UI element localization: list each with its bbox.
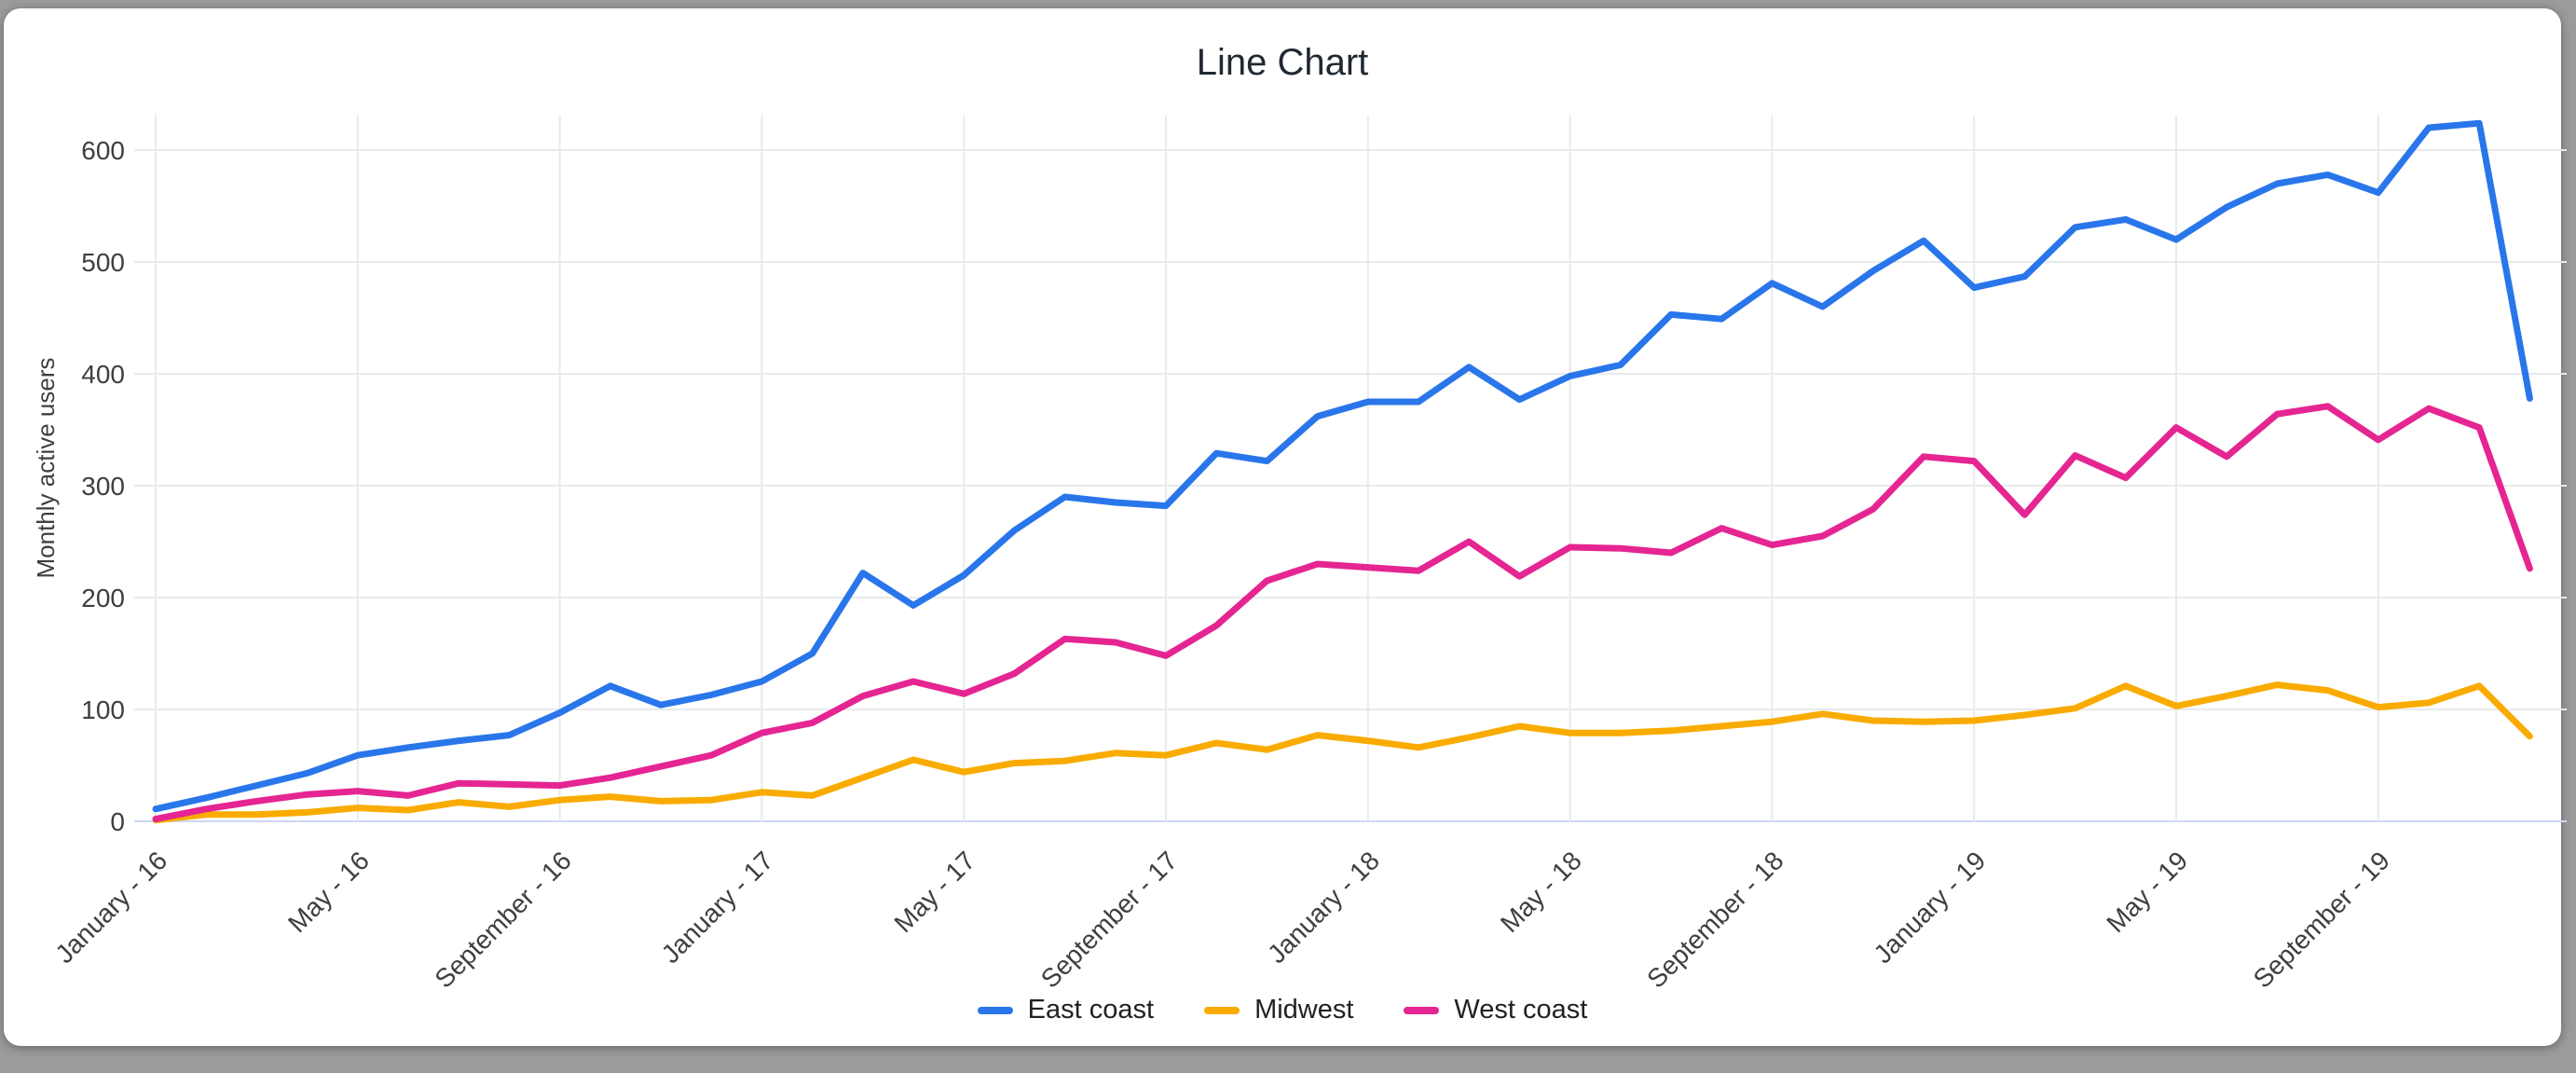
y-tick-label: 500 <box>81 248 125 277</box>
x-tick-label: September - 19 <box>2248 846 2395 993</box>
x-tick-label: May - 17 <box>888 846 980 938</box>
x-tick-label: January - 17 <box>656 846 779 969</box>
series-line-east-coast <box>152 119 2533 813</box>
x-tick-label: September - 18 <box>1641 846 1788 993</box>
y-tick-label: 400 <box>81 360 125 389</box>
chart-card: 0 100 200 300 400 500 600 January - 16 May - 16 S… <box>4 8 2567 1046</box>
x-tick-label: January - 19 <box>1868 846 1991 969</box>
y-tick-label: 300 <box>81 472 125 501</box>
x-tick-label: September - 17 <box>1035 846 1183 993</box>
x-tick-label: May - 19 <box>2101 846 2193 938</box>
x-tick-label: May - 18 <box>1495 846 1587 938</box>
east-coast-swatch-icon <box>977 1006 1013 1014</box>
legend-label-midwest: Midwest <box>1254 995 1354 1025</box>
west-coast-swatch-icon <box>1404 1006 1440 1014</box>
legend-label-west-coast: West coast <box>1454 995 1588 1025</box>
midwest-swatch-icon <box>1204 1006 1240 1014</box>
x-tick-label: September - 16 <box>429 846 576 993</box>
legend-item-east-coast: East coast <box>977 995 1155 1025</box>
series-line-west-coast <box>152 403 2533 823</box>
y-axis-title: Monthly active users <box>32 357 60 579</box>
legend-item-west-coast: West coast <box>1404 995 1587 1025</box>
series-line-midwest <box>152 681 2533 824</box>
chart-legend: East coast Midwest West coast <box>4 995 2561 1025</box>
y-tick-label: 0 <box>110 807 125 836</box>
line-chart-plot: 0 100 200 300 400 500 600 January - 16 May - 16 S… <box>49 116 2567 994</box>
legend-label-east-coast: East coast <box>1027 995 1155 1025</box>
y-tick-label: 100 <box>81 695 125 724</box>
x-tick-label: May - 16 <box>282 846 375 938</box>
y-tick-label: 600 <box>81 136 125 165</box>
legend-item-midwest: Midwest <box>1204 995 1353 1025</box>
chart-title: Line Chart <box>1196 42 1369 83</box>
x-tick-label: January - 16 <box>49 846 172 969</box>
y-tick-label: 200 <box>81 584 125 612</box>
x-tick-label: January - 18 <box>1262 846 1385 969</box>
